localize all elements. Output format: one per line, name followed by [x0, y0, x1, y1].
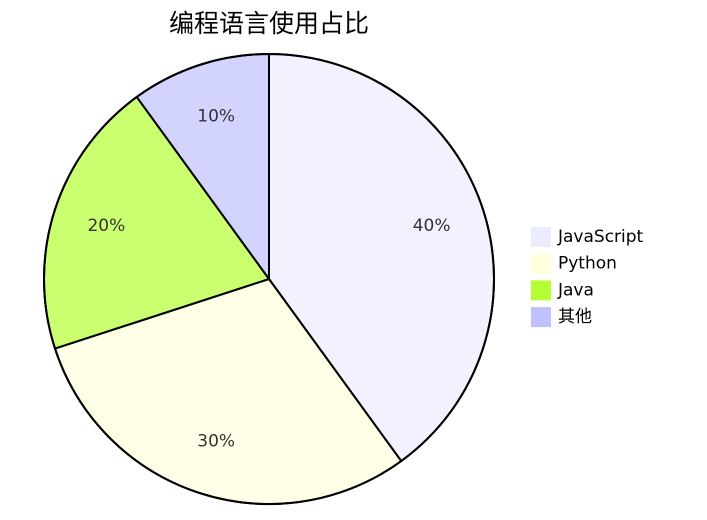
- slice-label: 20%: [87, 216, 125, 236]
- legend-swatch: [531, 280, 551, 301]
- legend-swatch: [531, 227, 551, 247]
- legend-label: Python: [558, 254, 617, 274]
- slice-label: 30%: [197, 432, 235, 452]
- slice-label: 40%: [413, 216, 451, 236]
- legend-label: 其他: [558, 307, 592, 327]
- legend-swatch: [531, 253, 551, 274]
- legend-label: Java: [557, 280, 594, 300]
- legend-swatch: [531, 307, 551, 328]
- legend-label: JavaScript: [557, 227, 644, 247]
- pie-outline: [43, 53, 495, 505]
- chart-title: 编程语言使用占比: [169, 9, 369, 38]
- slice-label: 10%: [197, 106, 235, 126]
